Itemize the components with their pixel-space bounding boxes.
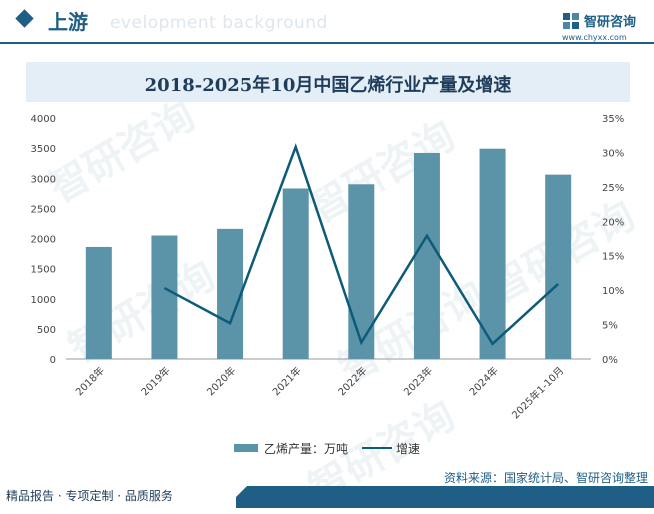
bar xyxy=(217,229,243,359)
x-tick-label: 2025年1-10月 xyxy=(509,364,566,421)
y-left-tick-label: 1000 xyxy=(31,295,56,306)
y-left-tick-label: 4000 xyxy=(31,114,56,125)
x-tick-label: 2024年 xyxy=(466,364,500,398)
legend-line-swatch xyxy=(362,447,392,449)
y-left-tick-label: 0 xyxy=(50,355,56,366)
x-tick-label: 2018年 xyxy=(73,364,107,398)
y-left-tick-label: 1500 xyxy=(31,265,56,276)
bar xyxy=(545,175,571,359)
bar xyxy=(86,247,112,359)
footer-slant xyxy=(225,486,247,508)
y-right-tick-label: 15% xyxy=(602,252,624,263)
y-left-tick-label: 2500 xyxy=(31,204,56,215)
bar xyxy=(348,184,374,359)
legend-bar-swatch xyxy=(234,444,258,452)
bar xyxy=(151,235,177,359)
chart-legend: 乙烯产量：万吨 增速 xyxy=(0,438,654,458)
x-tick-label: 2021年 xyxy=(270,364,304,398)
footer-slogan: 精品报告 · 专项定制 · 品质服务 xyxy=(6,487,173,504)
y-right-tick-label: 10% xyxy=(602,286,624,297)
data-source: 资料来源：国家统计局、智研咨询整理 xyxy=(444,469,648,486)
bar xyxy=(283,188,309,359)
y-left-tick-label: 500 xyxy=(37,325,56,336)
x-tick-label: 2022年 xyxy=(335,364,369,398)
y-right-tick-label: 30% xyxy=(602,148,624,159)
x-tick-label: 2023年 xyxy=(401,364,435,398)
y-left-tick-label: 2000 xyxy=(31,235,56,246)
bar xyxy=(414,153,440,359)
legend-label-growth: 增速 xyxy=(396,440,420,457)
y-right-tick-label: 0% xyxy=(602,355,618,366)
x-tick-label: 2020年 xyxy=(204,364,238,398)
y-right-tick-label: 35% xyxy=(602,114,624,125)
combo-chart: 0 500 1000 1500 2000 2500 3000 3500 4000 0% 5% 10% 1… xyxy=(0,0,654,440)
y-left-tick-label: 3000 xyxy=(31,174,56,185)
y-right-tick-label: 5% xyxy=(602,321,618,332)
y-right-tick-label: 25% xyxy=(602,183,624,194)
x-tick-label: 2019年 xyxy=(138,364,172,398)
legend-label-production: 乙烯产量：万吨 xyxy=(264,440,348,457)
y-left-tick-label: 3500 xyxy=(31,144,56,155)
y-right-tick-label: 20% xyxy=(602,217,624,228)
